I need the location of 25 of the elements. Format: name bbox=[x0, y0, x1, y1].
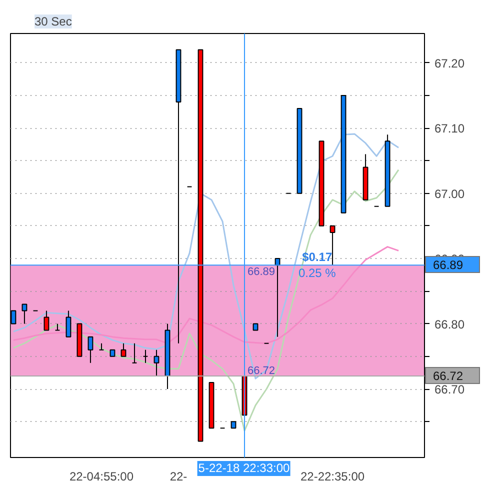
y-tick-label: 67.20 bbox=[434, 56, 465, 70]
line-series bbox=[12, 169, 400, 432]
annotation: 0.25 % bbox=[298, 266, 336, 280]
ref-line-label: 66.72 bbox=[248, 364, 276, 377]
y-tick-label: 66.80 bbox=[434, 317, 465, 332]
y-tick-label: 67.00 bbox=[434, 186, 465, 201]
candlestick bbox=[66, 310, 72, 338]
ref-line-label: 66.89 bbox=[248, 266, 276, 278]
ref-line-label: 66.72 bbox=[425, 367, 480, 384]
x-tick-label: 22-22:35:00 bbox=[300, 470, 365, 484]
line-series bbox=[12, 133, 400, 380]
ref-line-label: 66.89 bbox=[425, 256, 480, 274]
candlestick bbox=[154, 349, 160, 376]
candlestick bbox=[88, 336, 94, 364]
x-tick-label: 22- bbox=[170, 470, 188, 484]
annotation: $0.17 bbox=[302, 250, 332, 264]
x-tick-label: 5-22-18 22:33:00 bbox=[197, 461, 291, 476]
line-series bbox=[12, 246, 400, 344]
candlestick bbox=[120, 342, 126, 357]
x-tick-label: 22-04:55:00 bbox=[69, 470, 134, 484]
candlestick bbox=[44, 310, 50, 331]
candlestick bbox=[22, 304, 28, 324]
y-tick-label: 67.10 bbox=[434, 122, 465, 136]
y-tick-label: 66.70 bbox=[434, 382, 465, 397]
chart-title: 30 Sec bbox=[34, 14, 72, 28]
